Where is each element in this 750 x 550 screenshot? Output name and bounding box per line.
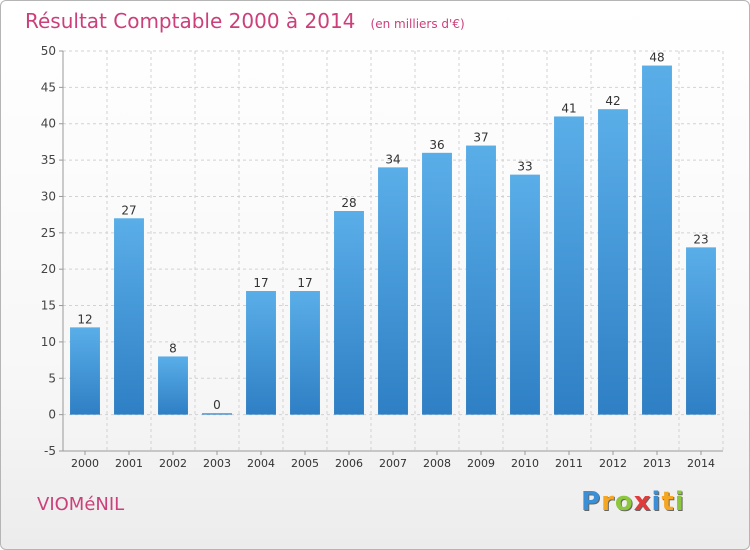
- x-tick-label: 2014: [687, 457, 715, 470]
- x-tick-label: 2005: [291, 457, 319, 470]
- bar: [422, 152, 452, 415]
- data-label: 17: [253, 276, 268, 290]
- x-tick-label: 2004: [247, 457, 275, 470]
- bar: [290, 291, 320, 415]
- y-tick-label: 45: [41, 80, 56, 94]
- x-tick-label: 2001: [115, 457, 143, 470]
- x-tick-label: 2008: [423, 457, 451, 470]
- data-label: 23: [693, 232, 708, 246]
- data-label: 36: [429, 138, 444, 152]
- x-tick-label: 2003: [203, 457, 231, 470]
- bar: [202, 413, 232, 415]
- brand-logo: Proxiti: [581, 487, 685, 517]
- data-label: 33: [517, 160, 532, 174]
- x-tick-label: 2011: [555, 457, 583, 470]
- chart-subtitle: (en milliers d'€): [370, 17, 465, 31]
- y-tick-label: 25: [41, 226, 56, 240]
- brand-letter: t: [661, 487, 675, 517]
- data-label: 42: [605, 94, 620, 108]
- brand-letter: i: [674, 487, 685, 517]
- data-label: 27: [121, 203, 136, 217]
- bar: [642, 65, 672, 415]
- title-row: Résultat Comptable 2000 à 2014 (en milli…: [25, 9, 465, 33]
- bar: [70, 327, 100, 415]
- bar: [598, 109, 628, 415]
- data-label: 48: [649, 51, 664, 65]
- x-tick-label: 2009: [467, 457, 495, 470]
- commune-name: VIOMéNIL: [37, 494, 125, 515]
- bar: [378, 167, 408, 415]
- brand-letter: x: [633, 487, 652, 517]
- bar: [114, 218, 144, 415]
- data-label: 34: [385, 152, 400, 166]
- y-tick-label: 5: [48, 371, 56, 385]
- data-label: 8: [169, 341, 177, 355]
- y-tick-label: 50: [41, 44, 56, 58]
- x-tick-label: 2002: [159, 457, 187, 470]
- x-tick-label: 2006: [335, 457, 363, 470]
- y-tick-label: 0: [48, 408, 56, 422]
- y-tick-label: 20: [41, 262, 56, 276]
- bar: [246, 291, 276, 415]
- brand-letter: i: [651, 487, 662, 517]
- data-label: 17: [297, 276, 312, 290]
- bar: [686, 247, 716, 415]
- brand-letter: o: [614, 487, 634, 517]
- x-tick-label: 2007: [379, 457, 407, 470]
- x-tick-label: 2000: [71, 457, 99, 470]
- y-tick-label: 10: [41, 335, 56, 349]
- y-tick-label: 35: [41, 153, 56, 167]
- y-tick-label: 40: [41, 117, 56, 131]
- bar: [466, 145, 496, 415]
- bar: [510, 174, 540, 415]
- data-label: 12: [77, 312, 92, 326]
- y-tick-label: 30: [41, 189, 56, 203]
- data-label: 41: [561, 101, 576, 115]
- x-tick-label: 2013: [643, 457, 671, 470]
- brand-letter: r: [601, 487, 615, 517]
- y-tick-label: -5: [44, 444, 56, 458]
- x-tick-label: 2010: [511, 457, 539, 470]
- bar: [554, 116, 584, 415]
- bar: [334, 211, 364, 415]
- data-label: 28: [341, 196, 356, 210]
- y-tick-label: 15: [41, 299, 56, 313]
- bar: [158, 356, 188, 415]
- x-tick-label: 2012: [599, 457, 627, 470]
- data-label: 37: [473, 131, 488, 145]
- data-label: 0: [213, 398, 221, 412]
- brand-letter: P: [581, 487, 602, 517]
- chart-title: Résultat Comptable 2000 à 2014: [25, 9, 356, 33]
